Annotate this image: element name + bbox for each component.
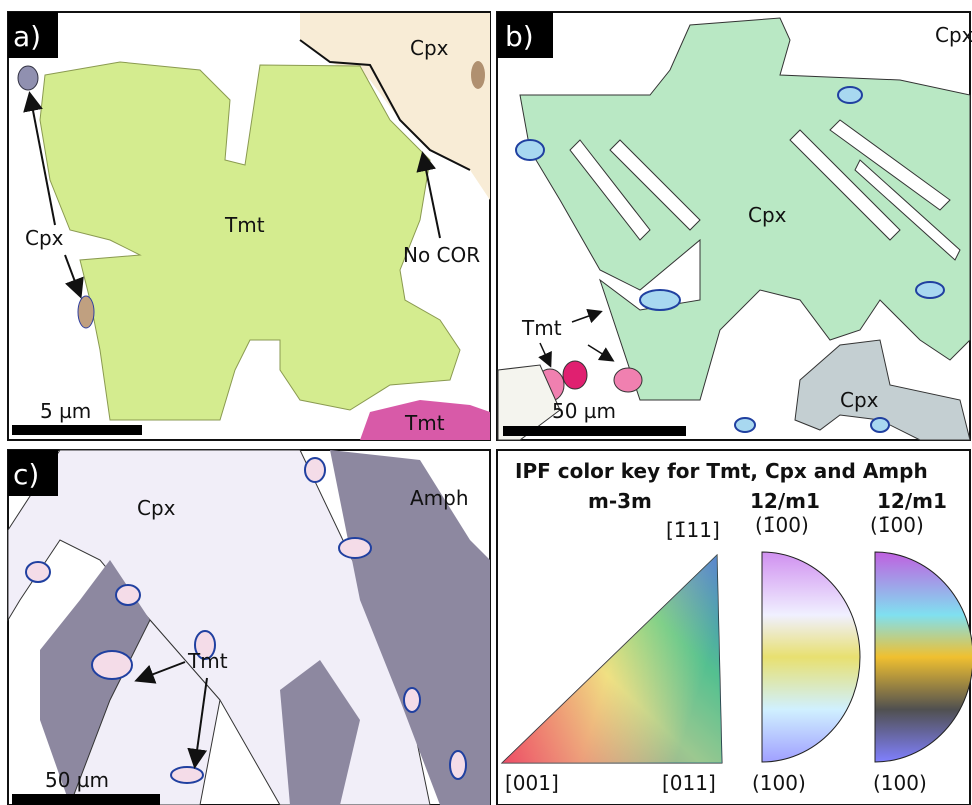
mineral-label: Tmt [187, 649, 228, 673]
key-direction: (1̄00) [870, 513, 924, 537]
scale-bar [12, 794, 160, 805]
mineral-label: Tmt [404, 411, 445, 435]
mineral-label: Cpx [410, 36, 449, 60]
key-direction: (1̄00) [755, 513, 809, 537]
cpx-inclusion [471, 61, 485, 89]
mineral-label: Cpx [748, 203, 787, 227]
panel-b: b) Cpx Cpx Tmt Cpx 50 µm [497, 12, 972, 440]
key-direction: (100) [752, 771, 806, 795]
panel-label: a) [13, 20, 41, 53]
key-direction: [1̄11] [666, 518, 720, 542]
mineral-label: Amph [410, 486, 469, 510]
mineral-label: Cpx [137, 496, 176, 520]
cpx-inclusion [18, 66, 38, 90]
mineral-label: Tmt [521, 316, 562, 340]
key-title: IPF color key for Tmt, Cpx and Amph [515, 459, 928, 483]
cpx-inclusion [78, 296, 94, 328]
key-group-name: m-3m [588, 489, 652, 513]
key-direction: [001] [505, 771, 559, 795]
panel-label: c) [13, 458, 39, 491]
figure: a) Cpx Cpx Tmt No COR Tmt 5 µm b) Cpx Cp… [0, 0, 972, 805]
mineral-label: Cpx [25, 226, 64, 250]
key-group-name: 12/m1 [877, 489, 947, 513]
mineral-label: Cpx [840, 388, 879, 412]
key-group-name: 12/m1 [750, 489, 820, 513]
panel-a: a) Cpx Cpx Tmt No COR Tmt 5 µm [8, 12, 490, 440]
key-direction: [011] [662, 771, 716, 795]
annotation: No COR [403, 243, 480, 267]
panel-c: c) Cpx Amph Tmt 50 µm [8, 450, 490, 805]
key-direction: (100) [873, 771, 927, 795]
scale-bar-label: 5 µm [40, 399, 91, 423]
scale-bar-label: 50 µm [45, 768, 109, 792]
panel-d: IPF color key for Tmt, Cpx and Amph m-3m… [497, 450, 972, 805]
panel-label: b) [505, 20, 534, 53]
scale-bar-label: 50 µm [552, 399, 616, 423]
scale-bar [12, 425, 142, 435]
scale-bar [503, 426, 686, 436]
mineral-label: Cpx [935, 23, 972, 47]
mineral-label: Tmt [224, 213, 265, 237]
